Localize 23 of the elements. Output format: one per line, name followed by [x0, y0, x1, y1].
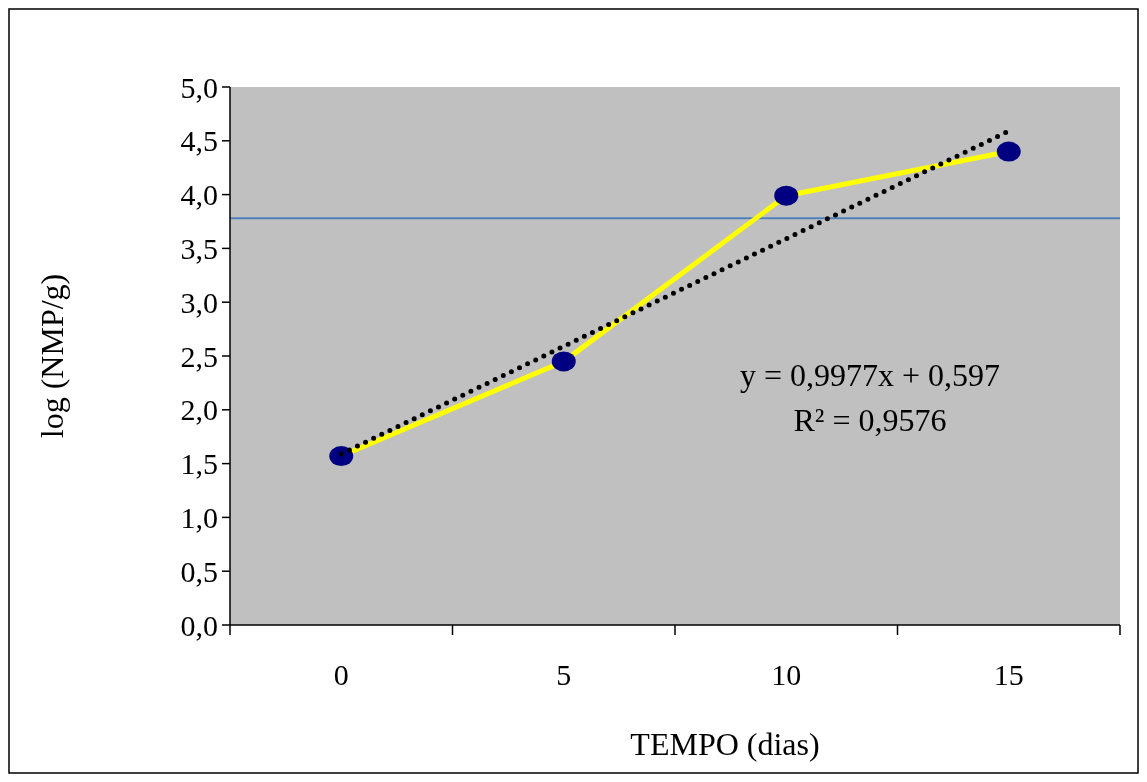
y-tick-label: 1,0 — [180, 500, 218, 534]
point — [551, 351, 576, 372]
point — [774, 185, 799, 206]
annotation: y = 0,9977x + 0,597 — [739, 357, 1001, 393]
x-tick-label: 10 — [771, 658, 802, 691]
y-tick-label: 5,0 — [180, 70, 218, 104]
y-tick-label: 3,5 — [180, 231, 218, 265]
y-tick-label: 2,5 — [180, 339, 218, 373]
y-tick-label: 2,0 — [180, 393, 218, 427]
y-tick-label: 3,0 — [180, 285, 218, 319]
y-tick-label: 4,0 — [180, 178, 218, 212]
y-tick-label: 0,0 — [180, 608, 218, 642]
y-tick-label: 0,5 — [180, 554, 218, 588]
x-axis-title: TEMPO (dias) — [630, 726, 820, 762]
point — [996, 141, 1021, 162]
x-tick-label: 5 — [556, 658, 572, 691]
x-tick-label: 15 — [993, 658, 1024, 691]
point — [329, 446, 354, 467]
y-axis-title: log (NMP/g) — [34, 273, 70, 439]
x-tick-label: 0 — [333, 658, 349, 691]
y-tick-label: 1,5 — [180, 447, 218, 481]
annotation: R² = 0,9576 — [793, 402, 947, 438]
y-tick-label: 4,5 — [180, 124, 218, 158]
